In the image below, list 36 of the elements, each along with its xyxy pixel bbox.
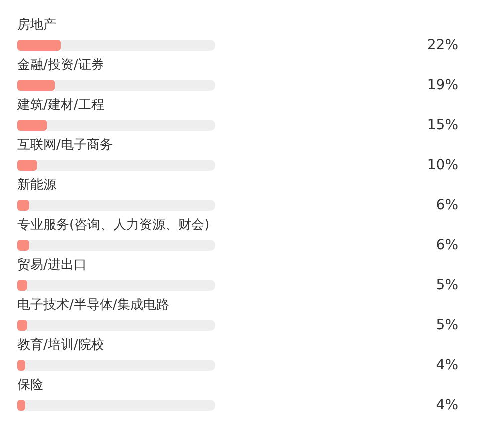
bar <box>61 40 216 51</box>
bar <box>18 120 48 131</box>
bar <box>18 80 56 91</box>
bar <box>29 200 216 211</box>
y-tick-label: 互联网/电子商务 <box>18 138 113 153</box>
data-label: 19% <box>427 78 459 94</box>
y-tick-label: 专业服务(咨询、人力资源、财会) <box>18 218 210 233</box>
y-tick-label: 教育/培训/院校 <box>18 337 104 353</box>
data-label: 4% <box>436 358 459 374</box>
y-tick-label: 贸易/进出口 <box>18 258 87 273</box>
bar <box>18 160 38 171</box>
y-tick-label: 新能源 <box>18 178 56 193</box>
y-tick-label: 房地产 <box>18 17 56 33</box>
data-label: 10% <box>427 158 459 174</box>
data-label: 15% <box>427 118 459 134</box>
data-label: 6% <box>436 238 459 254</box>
bar <box>29 240 216 251</box>
bar <box>37 160 216 171</box>
data-label: 4% <box>436 398 459 414</box>
bar <box>18 200 30 211</box>
bar <box>18 40 62 51</box>
y-tick-label: 电子技术/半导体/集成电路 <box>18 298 170 313</box>
y-tick-label: 保险 <box>18 378 44 393</box>
bar <box>25 360 216 371</box>
bar <box>27 280 216 291</box>
bar <box>47 120 216 131</box>
y-tick-label: 金融/投资/证券 <box>18 58 104 73</box>
bar <box>18 240 30 251</box>
data-label: 5% <box>436 278 459 294</box>
bar <box>55 80 216 91</box>
data-label: 5% <box>436 318 459 334</box>
y-tick-label: 建筑/建材/工程 <box>16 98 104 113</box>
data-label: 22% <box>427 38 459 54</box>
data-label: 6% <box>436 198 459 214</box>
bar <box>27 320 216 331</box>
bar <box>25 400 216 411</box>
